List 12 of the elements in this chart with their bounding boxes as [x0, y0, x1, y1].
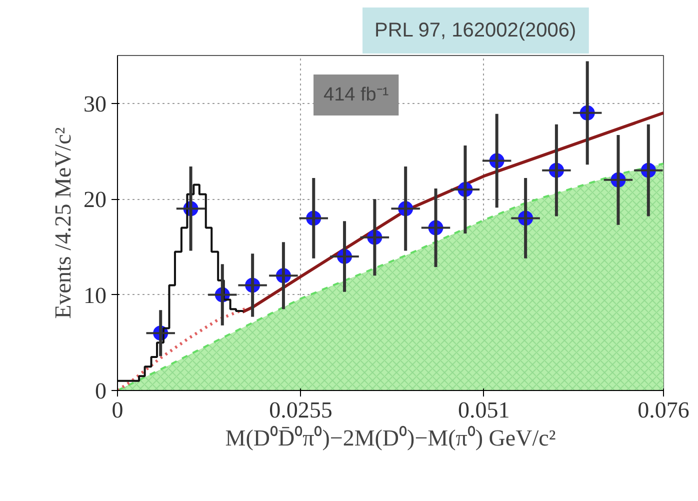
y-tick-label: 10 — [84, 282, 106, 308]
y-tick-label: 20 — [84, 187, 106, 212]
annotation: 414 fb⁻¹ — [324, 84, 389, 106]
x-tick-label: 0 — [112, 398, 124, 422]
y-tick-label: 30 — [84, 91, 106, 116]
x-tick-label: 0.051 — [458, 398, 510, 422]
y-axis-title: Events /4.25 MeV/c² — [50, 127, 76, 319]
x-tick-label: 0.0255 — [269, 398, 332, 422]
y-tick-label: 0 — [95, 378, 106, 404]
text: PRL 97, 162002(2006) — [374, 20, 576, 42]
x-axis-title: M(D⁰D̄⁰π⁰)−2M(D⁰)−M(π⁰) GeV/c² — [225, 426, 556, 450]
x-tick-label: 0.076 — [638, 398, 690, 422]
